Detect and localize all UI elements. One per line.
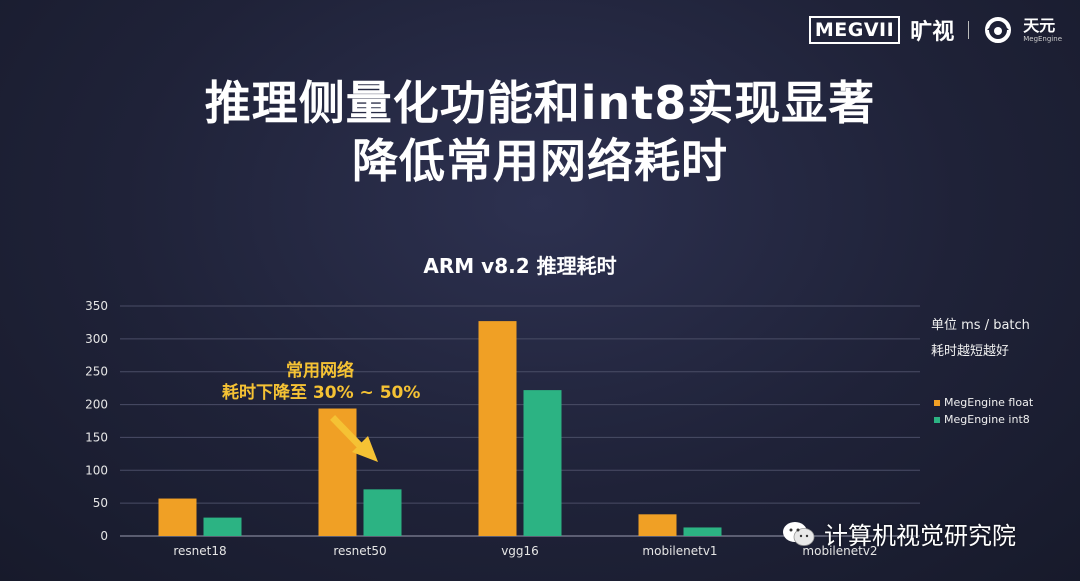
annotation-line1: 常用网络: [286, 361, 354, 381]
legend-swatch-float: [934, 399, 940, 406]
slide-title-line1: 推理侧量化功能和int8实现显著: [204, 76, 876, 130]
legend-item-int8: MegEngine int8: [934, 413, 1030, 426]
annotation-arrow: [330, 415, 378, 462]
x-axis-labels: resnet18 resnet50 vgg16 mobilenetv1 mobilene…: [173, 544, 877, 558]
y-axis-ticks: 0 50 100 150 200 250 300 350: [85, 299, 108, 543]
unit-note: 单位 ms / batch: [931, 318, 1030, 333]
bar-int8-mobilenetv1: [683, 527, 722, 536]
x-tick-label: vgg16: [501, 544, 539, 558]
megengine-swirl-icon: [985, 17, 1012, 43]
x-tick-label: mobilenetv1: [642, 544, 717, 558]
x-tick-label: resnet18: [173, 544, 226, 558]
y-tick-label: 100: [85, 463, 108, 477]
y-tick-label: 150: [85, 430, 108, 444]
bar-int8-vgg16: [523, 390, 562, 536]
bar-float-vgg16: [478, 321, 517, 536]
y-tick-label: 250: [85, 365, 108, 379]
logo-divider: [968, 21, 970, 39]
annotation-line2: 耗时下降至 30% ~ 50%: [222, 383, 421, 403]
wechat-icon: [783, 521, 815, 546]
bar-float-mobilenetv1: [638, 514, 677, 536]
y-tick-label: 350: [85, 299, 108, 313]
bar-float-resnet50: [318, 408, 357, 536]
chart-grid: [120, 305, 920, 537]
megvii-logo: MEGVII: [808, 16, 901, 44]
slide-title-line2: 降低常用网络耗时: [352, 134, 728, 188]
y-tick-label: 0: [100, 529, 108, 543]
legend-swatch-int8: [934, 416, 940, 423]
kuangshi-logo-text: 旷视: [910, 20, 955, 45]
chart-bars: [158, 321, 722, 536]
bar-int8-resnet18: [203, 517, 242, 536]
bar-int8-resnet50: [363, 489, 402, 536]
legend-item-float: MegEngine float: [934, 396, 1033, 409]
y-tick-label: 300: [85, 332, 108, 346]
x-tick-label: resnet50: [333, 544, 386, 558]
bar-float-resnet18: [158, 498, 197, 536]
tianyuan-logo-en: MegEngine: [1023, 34, 1062, 43]
tianyuan-logo-cn: 天元: [1023, 15, 1056, 35]
hint-note: 耗时越短越好: [931, 344, 1010, 359]
watermark-text: 计算机视觉研究院: [824, 522, 1016, 550]
x-tick-label: mobilenetv2: [802, 544, 877, 558]
y-tick-label: 50: [93, 496, 108, 510]
chart-title: ARM v8.2 推理耗时: [423, 254, 617, 278]
y-tick-label: 200: [85, 398, 108, 412]
legend-label-float: MegEngine float: [944, 396, 1034, 409]
tianyuan-logo: 天元 MegEngine: [1023, 15, 1062, 43]
logo-bar: MEGVII 旷视 天元 MegEngine: [808, 14, 1062, 46]
legend-label-int8: MegEngine int8: [944, 413, 1030, 426]
watermark: 计算机视觉研究院: [782, 516, 1016, 551]
